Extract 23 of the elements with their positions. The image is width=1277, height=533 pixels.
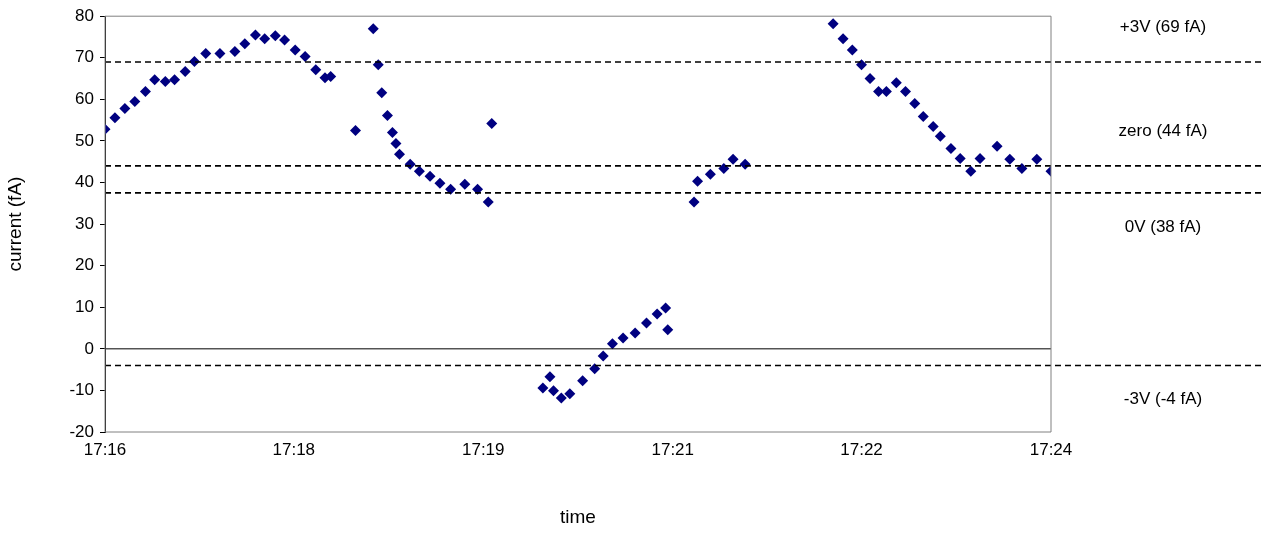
y-tick-label: 30 — [75, 213, 94, 233]
y-tick-label: 80 — [75, 5, 94, 25]
ref-line-label: -3V (-4 fA) — [1123, 389, 1203, 409]
y-tick-label: 20 — [75, 255, 94, 275]
x-tick-label: 17:21 — [651, 439, 695, 459]
y-tick-label: -10 — [69, 380, 94, 400]
y-tick-label: 60 — [75, 89, 94, 109]
x-tick-label: 17:19 — [461, 439, 505, 459]
y-tick-label: 0 — [84, 338, 94, 358]
x-tick-label: 17:22 — [840, 439, 883, 459]
y-tick-label: 40 — [75, 172, 94, 192]
ref-line-label: +3V (69 fA) — [1119, 16, 1207, 36]
y-tick-label: 10 — [75, 296, 94, 316]
x-tick-label: 17:24 — [1029, 439, 1073, 459]
y-tick-label: -20 — [69, 421, 94, 441]
y-tick-label: 50 — [75, 130, 94, 150]
y-axis-title: current (fA) — [3, 176, 25, 272]
y-tick-label: 70 — [75, 47, 94, 67]
x-axis-title: time — [560, 505, 596, 527]
ref-line-label: zero (44 fA) — [1118, 120, 1208, 140]
ref-line-label: 0V (38 fA) — [1124, 216, 1202, 236]
x-tick-label: 17:18 — [272, 439, 316, 459]
x-tick-label: 17:16 — [83, 439, 127, 459]
